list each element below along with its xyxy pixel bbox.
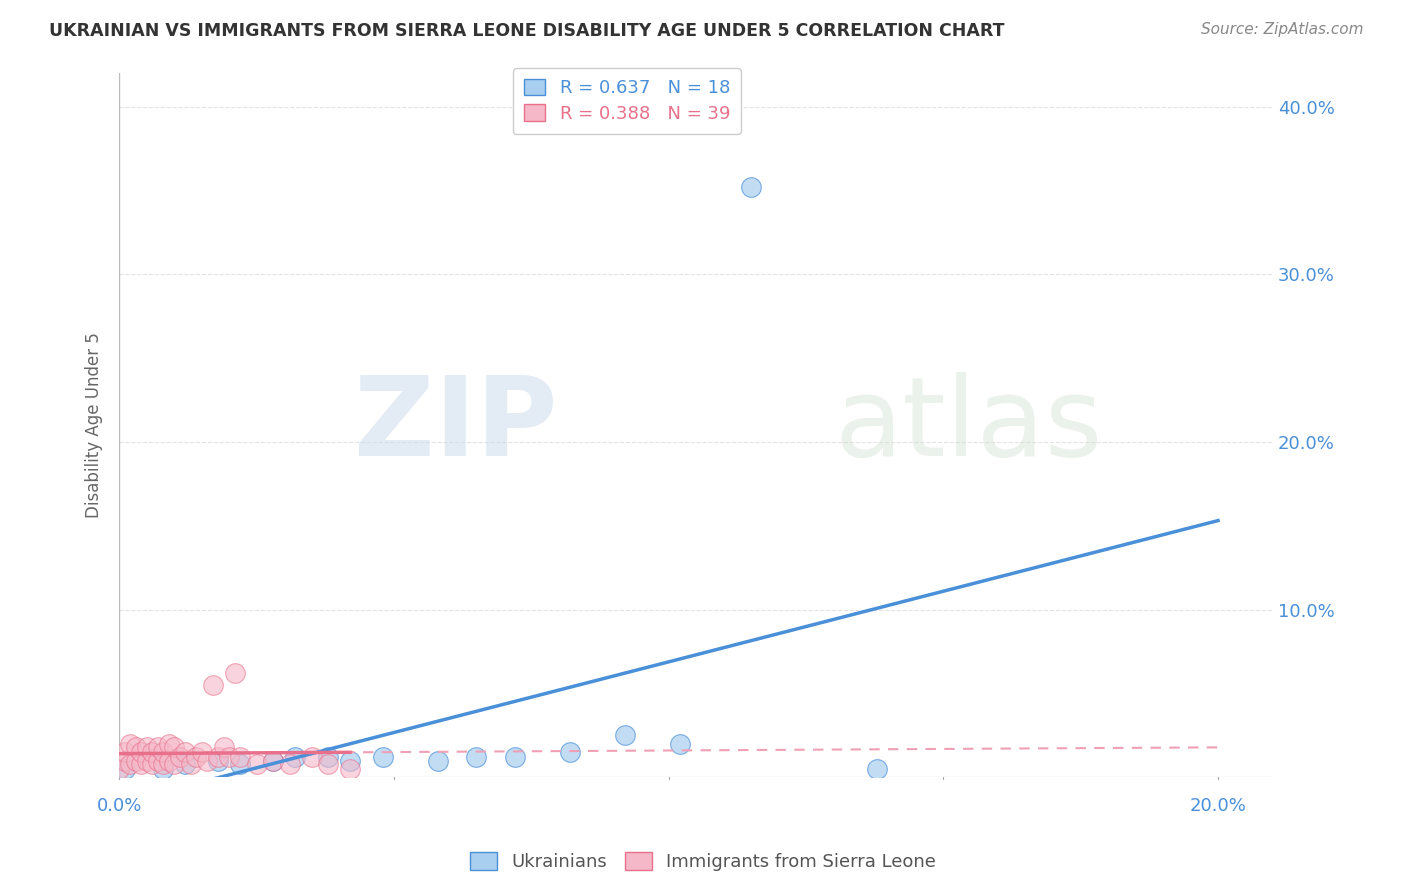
- Point: [426, 754, 449, 768]
- Point: [114, 754, 136, 768]
- Text: Source: ZipAtlas.com: Source: ZipAtlas.com: [1201, 22, 1364, 37]
- Point: [740, 180, 762, 194]
- Point: [866, 762, 889, 776]
- Point: [146, 740, 169, 755]
- Point: [152, 756, 174, 771]
- Point: [278, 756, 301, 771]
- Text: 20.0%: 20.0%: [1189, 797, 1247, 815]
- Point: [465, 750, 488, 764]
- Point: [262, 754, 284, 768]
- Point: [141, 756, 163, 771]
- Point: [339, 754, 361, 768]
- Point: [284, 750, 307, 764]
- Point: [229, 750, 252, 764]
- Point: [174, 745, 197, 759]
- Point: [301, 750, 323, 764]
- Point: [224, 666, 246, 681]
- Point: [339, 762, 361, 776]
- Point: [146, 754, 169, 768]
- Point: [114, 745, 136, 759]
- Legend: R = 0.637   N = 18, R = 0.388   N = 39: R = 0.637 N = 18, R = 0.388 N = 39: [513, 68, 741, 134]
- Point: [152, 762, 174, 776]
- Point: [157, 737, 180, 751]
- Point: [129, 745, 152, 759]
- Point: [207, 754, 229, 768]
- Point: [246, 756, 269, 771]
- Point: [174, 756, 197, 771]
- Point: [558, 745, 581, 759]
- Point: [613, 728, 636, 742]
- Point: [229, 756, 252, 771]
- Point: [125, 754, 148, 768]
- Point: [316, 756, 339, 771]
- Point: [262, 754, 284, 768]
- Point: [163, 740, 186, 755]
- Point: [108, 762, 131, 776]
- Point: [135, 754, 157, 768]
- Point: [186, 750, 208, 764]
- Point: [141, 745, 163, 759]
- Point: [120, 756, 142, 771]
- Point: [218, 750, 240, 764]
- Point: [207, 750, 229, 764]
- Point: [503, 750, 526, 764]
- Y-axis label: Disability Age Under 5: Disability Age Under 5: [86, 333, 103, 518]
- Text: UKRAINIAN VS IMMIGRANTS FROM SIERRA LEONE DISABILITY AGE UNDER 5 CORRELATION CHA: UKRAINIAN VS IMMIGRANTS FROM SIERRA LEON…: [49, 22, 1005, 40]
- Legend: Ukrainians, Immigrants from Sierra Leone: Ukrainians, Immigrants from Sierra Leone: [463, 846, 943, 879]
- Point: [180, 756, 202, 771]
- Point: [157, 754, 180, 768]
- Point: [316, 750, 339, 764]
- Point: [169, 750, 191, 764]
- Point: [195, 754, 218, 768]
- Text: atlas: atlas: [835, 372, 1104, 479]
- Point: [152, 745, 174, 759]
- Point: [125, 740, 148, 755]
- Text: ZIP: ZIP: [354, 372, 558, 479]
- Point: [201, 678, 224, 692]
- Point: [129, 756, 152, 771]
- Point: [371, 750, 394, 764]
- Point: [135, 740, 157, 755]
- Point: [120, 737, 142, 751]
- Point: [114, 762, 136, 776]
- Point: [190, 745, 212, 759]
- Point: [212, 740, 235, 755]
- Point: [668, 737, 690, 751]
- Point: [163, 756, 186, 771]
- Text: 0.0%: 0.0%: [97, 797, 142, 815]
